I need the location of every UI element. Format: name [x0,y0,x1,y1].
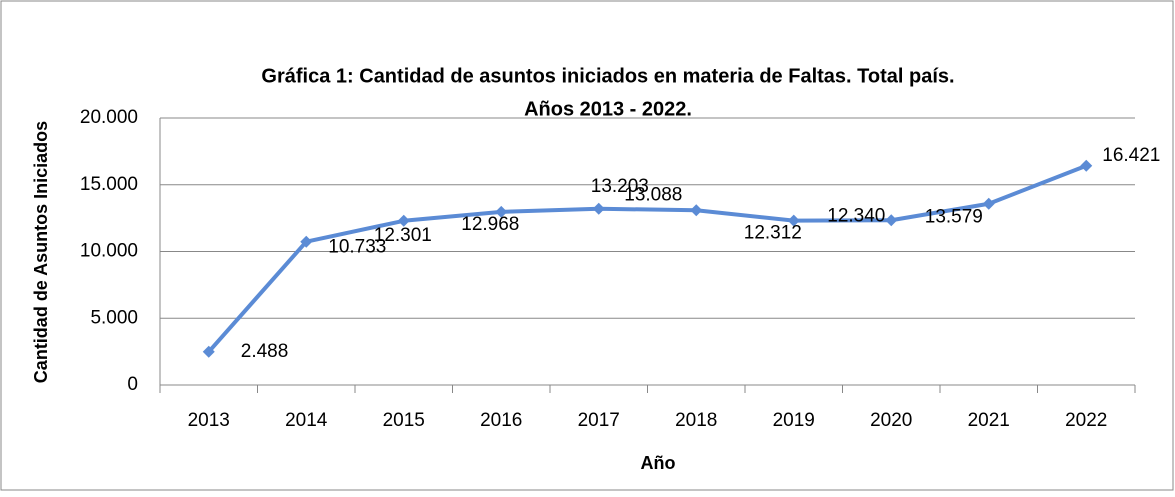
marker [495,205,508,218]
y-axis-title: Cantidad de Asuntos Iniciados [31,121,51,383]
marker [690,204,703,217]
x-tick-label: 2017 [578,410,620,431]
x-tick-label: 2014 [285,410,328,431]
data-label: 2.488 [241,341,289,362]
marker [300,235,313,248]
y-tick-label: 20.000 [80,107,138,128]
x-tick-label: 2019 [773,410,815,431]
marker [592,202,605,215]
data-label: 12.968 [461,214,519,235]
chart-title: Años 2013 - 2022. [524,98,692,120]
data-label: 16.421 [1102,145,1160,166]
x-tick-label: 2018 [675,410,717,431]
data-label: 12.301 [374,225,432,246]
x-axis-title: Año [641,453,676,473]
y-tick-label: 5.000 [90,307,138,328]
data-label: 12.312 [744,223,802,244]
data-label: 10.733 [328,237,386,258]
x-tick-label: 2022 [1065,410,1107,431]
y-tick-label: 15.000 [80,174,138,195]
data-label: 12.340 [827,205,885,226]
x-tick-label: 2013 [188,410,230,431]
x-tick-label: 2016 [480,410,522,431]
x-tick-label: 2021 [968,410,1010,431]
marker [787,214,800,227]
marker [885,214,898,227]
x-tick-label: 2020 [870,410,912,431]
marker [982,197,995,210]
y-tick-label: 0 [127,374,138,395]
chart-title: Gráfica 1: Cantidad de asuntos iniciados… [261,65,954,87]
x-tick-label: 2015 [383,410,425,431]
marker [397,214,410,227]
data-label: 13.088 [624,184,682,205]
marker [202,345,215,358]
data-label: 13.203 [591,176,649,197]
data-label: 13.579 [925,207,983,228]
y-tick-label: 10.000 [80,241,138,262]
marker [1080,159,1093,172]
line [207,163,1087,354]
